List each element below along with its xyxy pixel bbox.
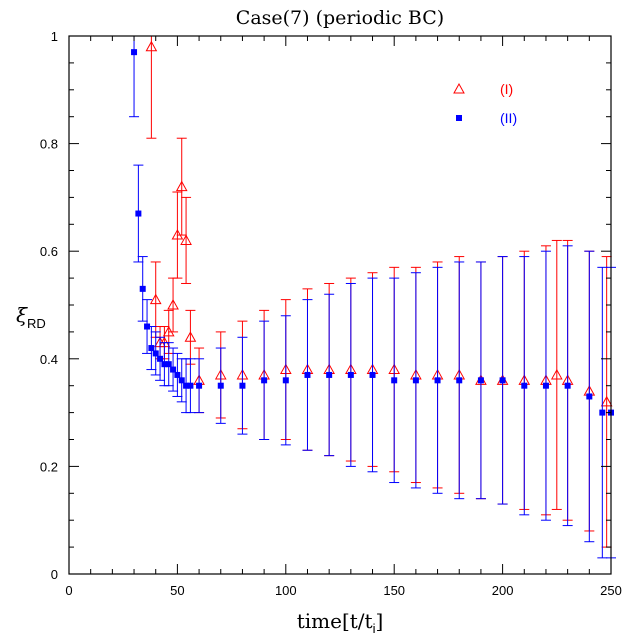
y-tick-label: 0.4: [40, 352, 58, 367]
data-point: [184, 331, 197, 342]
series-2: [129, 35, 616, 559]
data-point: [347, 371, 354, 378]
x-axis-label-end: ]: [375, 609, 383, 633]
y-tick-label: 0: [51, 567, 58, 582]
series-1: [145, 35, 613, 548]
data-point: [170, 366, 177, 373]
data-point: [369, 371, 376, 378]
x-tick-label: 200: [492, 583, 514, 598]
axis-ticks: 0 50 100 150 200 250 0 0.2 0.4 0.6 0.8 1: [40, 29, 622, 598]
data-point: [135, 210, 142, 217]
x-tick-label: 50: [170, 583, 184, 598]
legend-label: (II): [500, 110, 517, 126]
data-point: [586, 393, 593, 400]
data-point: [167, 298, 179, 310]
data-point: [261, 377, 268, 384]
x-tick-label: 100: [275, 583, 297, 598]
x-tick-label: 150: [383, 583, 405, 598]
data-point: [326, 371, 333, 378]
data-point: [599, 409, 606, 416]
data-point: [282, 377, 289, 384]
data-point: [171, 229, 184, 240]
data-point: [148, 345, 155, 352]
data-point: [477, 377, 484, 384]
data-point: [178, 377, 185, 384]
data-point: [131, 49, 138, 56]
legend-label: (I): [500, 81, 513, 97]
data-point: [304, 371, 311, 378]
data-point: [183, 382, 190, 389]
data-point: [217, 382, 224, 389]
legend: (I) (II): [453, 81, 517, 126]
data-point: [542, 382, 549, 389]
data-point: [175, 180, 188, 192]
plot-area: [129, 35, 616, 559]
data-point: [174, 371, 181, 378]
data-point: [412, 377, 419, 384]
data-point: [196, 382, 203, 389]
data-point: [139, 285, 146, 292]
legend-marker: [456, 115, 462, 121]
plot-frame: [68, 35, 612, 575]
data-point: [161, 361, 168, 368]
data-point: [600, 395, 613, 407]
y-tick-label: 1: [51, 29, 58, 44]
data-point: [187, 382, 194, 389]
data-point: [391, 377, 398, 384]
x-axis-label: time[t/ti]: [297, 609, 384, 636]
data-point: [145, 40, 158, 52]
data-point: [144, 323, 151, 330]
data-point: [157, 355, 164, 362]
chart-title: Case(7) (periodic BC): [236, 7, 444, 29]
data-point: [152, 350, 159, 357]
data-point: [499, 377, 506, 384]
data-point: [564, 382, 571, 389]
data-point: [521, 382, 528, 389]
x-tick-label: 0: [65, 583, 72, 598]
data-point: [239, 382, 246, 389]
y-tick-label: 0.2: [40, 459, 58, 474]
y-axis-label: ξRD: [16, 303, 46, 331]
data-point: [434, 377, 441, 384]
data-point: [162, 325, 175, 337]
data-point: [456, 377, 463, 384]
x-axis-label-main: time[t/t: [297, 609, 373, 633]
data-point: [149, 293, 162, 305]
y-tick-label: 0.8: [40, 137, 58, 152]
legend-marker: [453, 82, 465, 94]
data-point: [550, 368, 563, 380]
data-point: [165, 361, 172, 368]
data-point: [180, 234, 192, 245]
y-axis-label-sub: RD: [27, 316, 46, 331]
y-tick-label: 0.6: [40, 244, 58, 259]
x-axis-label-sub: i: [373, 621, 376, 636]
y-axis-label-main: ξ: [16, 303, 28, 327]
x-tick-label: 250: [600, 583, 622, 598]
